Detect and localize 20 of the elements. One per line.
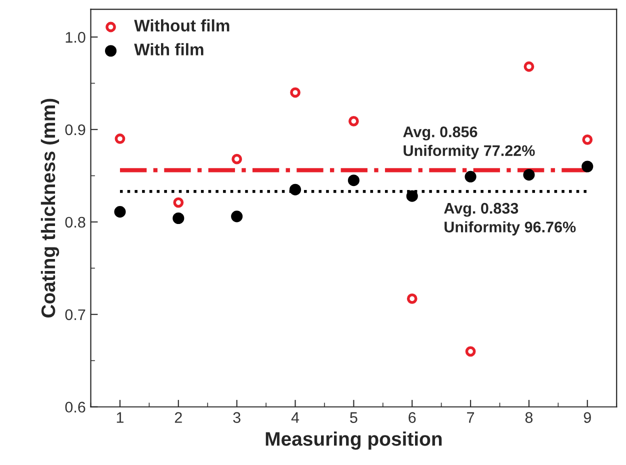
annotation: Avg. 0.833 Uniformity 96.76% [444,202,576,236]
y-tick-label: 0.9 [65,124,86,136]
legend-label: Without film [134,19,230,32]
y-tick-label: 0.8 [65,216,86,228]
annotation: Avg. 0.856 Uniformity 77.22% [403,126,535,160]
x-tick-label: 7 [467,412,474,423]
x-axis-title: Measuring position [266,432,442,450]
x-tick-label: 9 [584,412,591,423]
y-tick-label: 0.7 [65,309,86,320]
y-tick-label: 0.6 [65,402,86,413]
x-tick-label: 4 [291,412,300,423]
y-axis-title: Coating thickness (mm) [40,98,60,318]
x-tick-label: 1 [116,412,124,423]
x-tick-label: 2 [174,412,182,423]
x-tick-label: 5 [350,412,358,423]
x-tick-label: 8 [525,412,533,423]
y-tick-label: 1.0 [66,32,86,43]
x-tick-label: 6 [408,412,416,423]
legend-label: With film [134,43,204,56]
x-tick-label: 3 [233,412,240,423]
